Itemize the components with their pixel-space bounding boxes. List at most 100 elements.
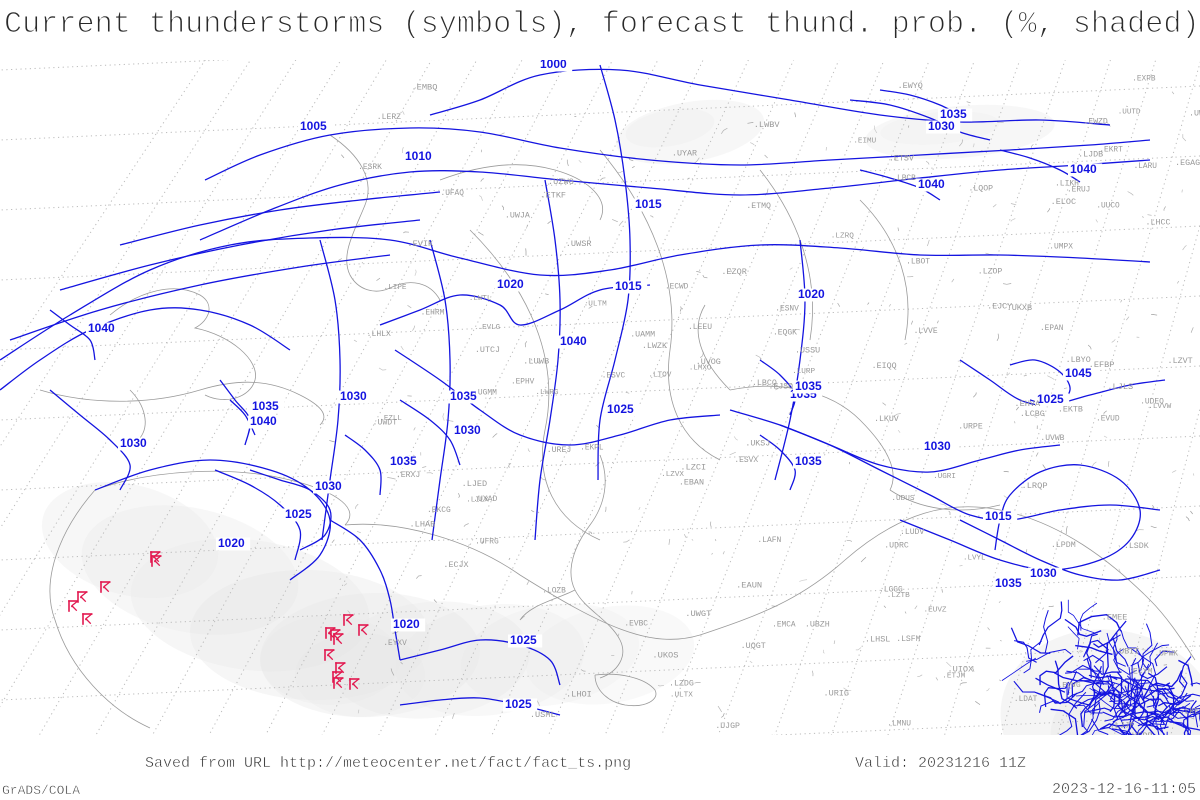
svg-text:.UFAQ: .UFAQ (441, 190, 465, 198)
svg-text:.EWZD: .EWZD (1083, 118, 1107, 127)
svg-text:.ERXJ: .ERXJ (396, 471, 420, 480)
svg-text:.EGAG: .EGAG (1175, 159, 1200, 168)
svg-text:.EKCG: .EKCG (427, 506, 451, 515)
svg-text:.UUCO: .UUCO (1096, 202, 1120, 210)
svg-text:.UEDB: .UEDB (1127, 731, 1153, 735)
svg-text:.LUWB: .LUWB (523, 357, 549, 367)
svg-text:.LWTL: .LWTL (469, 295, 492, 303)
svg-text:.LTOV: .LTOV (648, 372, 671, 380)
svg-text:.UBZH: .UBZH (805, 621, 830, 630)
svg-text:1020: 1020 (798, 287, 825, 301)
svg-text:.EUVZ: .EUVZ (923, 606, 946, 614)
svg-text:1015: 1015 (615, 279, 642, 293)
svg-text:.EHRM: .EHRM (421, 308, 445, 317)
svg-text:.LIPE: .LIPE (383, 284, 406, 292)
svg-text:1025: 1025 (607, 402, 634, 416)
svg-text:.LDAT: .LDAT (1014, 696, 1038, 704)
svg-text:.EQGK: .EQGK (773, 328, 797, 337)
svg-text:.ELOC: .ELOC (1051, 197, 1077, 207)
svg-text:1030: 1030 (120, 436, 147, 450)
svg-text:.URIG: .URIG (824, 689, 850, 699)
svg-text:.LWRG: .LWRG (535, 389, 558, 397)
svg-text:1040: 1040 (88, 321, 115, 335)
svg-text:.UKSJ: .UKSJ (745, 440, 770, 449)
svg-text:.EKTB: .EKTB (1058, 404, 1083, 414)
svg-text:.LVYL: .LVYL (963, 555, 986, 563)
svg-text:.ULTM: .ULTM (584, 301, 607, 309)
svg-text:.UWJA: .UWJA (505, 211, 530, 220)
svg-text:.LHLX: .LHLX (367, 330, 391, 339)
svg-text:1015: 1015 (635, 197, 662, 211)
svg-text:.UXAD: .UXAD (473, 495, 497, 504)
svg-text:.UPWK: .UPWK (1155, 651, 1179, 659)
svg-text:.EKRT: .EKRT (1099, 146, 1123, 154)
svg-text:.LQOP: .LQOP (968, 185, 993, 194)
svg-text:.LIKH: .LIKH (1055, 179, 1079, 188)
svg-text:1030: 1030 (1030, 566, 1057, 580)
svg-text:.ETJM: .ETJM (942, 672, 965, 680)
svg-text:.LZRQ: .LZRQ (831, 233, 854, 241)
svg-text:.LZVT: .LZVT (1168, 356, 1193, 366)
svg-text:.EIMU: .EIMU (853, 137, 876, 145)
svg-text:.EWYQ: .EWYQ (898, 81, 923, 91)
svg-text:.ETMQ: .ETMQ (746, 202, 771, 211)
svg-text:.UTCJ: .UTCJ (475, 345, 500, 355)
svg-text:.UDRC: .UDRC (884, 541, 909, 550)
svg-text:.LBOT: .LBOT (906, 257, 930, 266)
svg-text:.UGMM: .UGMM (473, 388, 497, 397)
svg-text:.ESRK: .ESRK (358, 163, 382, 172)
svg-text:1030: 1030 (924, 439, 951, 453)
svg-text:1000: 1000 (540, 60, 567, 71)
svg-text:.EKPL: .EKPL (580, 444, 604, 452)
svg-text:.EYXV: .EYXV (383, 640, 407, 648)
svg-text:.EMCA: .EMCA (772, 622, 796, 630)
svg-text:.UJGP: .UJGP (715, 722, 740, 731)
svg-text:.UMPX: .UMPX (1049, 243, 1073, 252)
svg-text:.ECYM: .ECYM (1128, 667, 1153, 676)
svg-text:.UBII: .UBII (1114, 647, 1139, 656)
svg-text:.LVVE: .LVVE (914, 327, 938, 336)
svg-text:.LPDM: .LPDM (1051, 541, 1076, 550)
svg-text:1040: 1040 (560, 334, 587, 348)
svg-text:.ECJX: .ECJX (443, 560, 468, 570)
svg-text:.LKUV: .LKUV (874, 415, 899, 424)
svg-text:.LJLS: .LJLS (1107, 382, 1133, 392)
svg-text:.URPE: .URPE (958, 423, 983, 432)
svg-text:.LWZK: .LWZK (642, 341, 668, 351)
svg-text:.LHSL: .LHSL (865, 634, 891, 644)
svg-text:.LWBV: .LWBV (754, 120, 781, 130)
svg-text:1040: 1040 (918, 177, 945, 191)
svg-text:.LVVW: .LVVW (1148, 403, 1171, 411)
svg-text:1005: 1005 (300, 119, 327, 133)
svg-text:1040: 1040 (250, 414, 277, 428)
svg-text:1020: 1020 (218, 536, 245, 550)
svg-text:1035: 1035 (252, 399, 279, 413)
svg-text:.EJCY: .EJCY (987, 302, 1012, 311)
svg-text:.EZQR: .EZQR (721, 267, 747, 277)
svg-text:1035: 1035 (940, 107, 967, 121)
svg-text:.UUTD: .UUTD (1118, 108, 1141, 116)
svg-text:1035: 1035 (390, 454, 417, 468)
svg-text:.LCBG: .LCBG (1020, 410, 1045, 419)
svg-text:.UWSR: .UWSR (566, 239, 592, 249)
svg-text:.EMEE: .EMEE (1102, 612, 1128, 622)
svg-text:.USSU: .USSU (795, 345, 820, 355)
svg-text:.EAUN: .EAUN (736, 581, 762, 591)
svg-text:.LZDG: .LZDG (669, 679, 694, 688)
svg-text:.LAFN: .LAFN (757, 536, 781, 545)
svg-text:1030: 1030 (340, 389, 367, 403)
svg-text:1025: 1025 (510, 633, 537, 647)
svg-text:.LOZB: .LOZB (542, 587, 566, 596)
svg-text:1035: 1035 (795, 454, 822, 468)
svg-text:.LHOI: .LHOI (566, 689, 592, 699)
svg-text:.EIQQ: .EIQQ (872, 362, 897, 371)
svg-text:.EHVA: .EHVA (1014, 399, 1041, 409)
svg-text:.EMBQ: .EMBQ (411, 83, 437, 93)
svg-text:.LJED: .LJED (462, 479, 488, 489)
svg-text:.UWGT: .UWGT (685, 609, 711, 619)
svg-text:.ULTX: .ULTX (670, 691, 693, 699)
svg-text:.UYAR: .UYAR (672, 148, 697, 158)
svg-text:.UGRI: .UGRI (933, 473, 956, 481)
svg-text:.ECWD: .ECWD (665, 283, 689, 291)
svg-text:.EPAN: .EPAN (1040, 325, 1064, 333)
